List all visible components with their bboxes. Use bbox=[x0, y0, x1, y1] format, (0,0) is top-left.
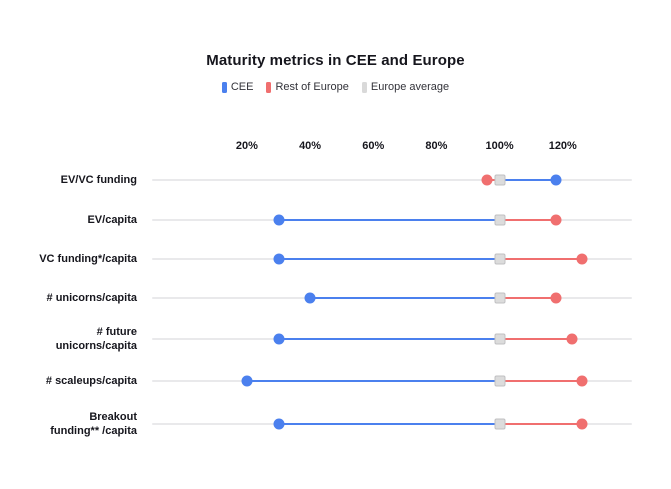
legend-swatch-icon bbox=[266, 81, 272, 93]
category-label: # unicorns/capita bbox=[46, 292, 137, 304]
cee-segment bbox=[310, 297, 500, 299]
x-axis-tick-label: 100% bbox=[485, 140, 514, 152]
x-axis-tick-label: 60% bbox=[362, 140, 385, 152]
rest-of-europe-dot bbox=[576, 375, 588, 387]
rest-of-europe-dot bbox=[566, 333, 578, 345]
europe-average-marker bbox=[494, 292, 506, 304]
cee-dot bbox=[550, 174, 562, 186]
rest-of-europe-segment bbox=[499, 297, 557, 299]
x-axis-tick-label: 20% bbox=[235, 140, 258, 152]
chart-title: Maturity metrics in CEE and Europe bbox=[206, 52, 465, 69]
cee-dot bbox=[273, 253, 284, 265]
x-axis-tick-label: 40% bbox=[299, 140, 322, 152]
legend-label: Europe average bbox=[370, 81, 450, 93]
cee-dot bbox=[304, 292, 316, 304]
legend-swatch-icon bbox=[361, 81, 367, 93]
rest-of-europe-segment bbox=[499, 338, 573, 340]
rest-of-europe-dot bbox=[576, 418, 588, 430]
category-label: # future unicorns/capita bbox=[55, 326, 137, 352]
category-label: EV/capita bbox=[87, 214, 137, 226]
row-track bbox=[152, 179, 632, 181]
legend-label: CEE bbox=[230, 81, 254, 93]
rest-of-europe-segment bbox=[499, 423, 582, 425]
x-axis-tick-label: 80% bbox=[425, 140, 448, 152]
rest-of-europe-segment bbox=[499, 380, 582, 382]
cee-segment bbox=[499, 179, 557, 181]
cee-segment bbox=[278, 338, 500, 340]
category-label: Breakout funding** /capita bbox=[50, 411, 137, 437]
legend-item-cee: CEE bbox=[221, 81, 254, 93]
legend-label: Rest of Europe bbox=[275, 81, 349, 93]
europe-average-marker bbox=[494, 214, 506, 226]
rest-of-europe-segment bbox=[486, 179, 500, 181]
cee-dot bbox=[273, 214, 284, 226]
cee-dot bbox=[273, 418, 284, 430]
cee-segment bbox=[246, 380, 500, 382]
x-axis-tick-label: 120% bbox=[548, 140, 577, 152]
cee-dot bbox=[241, 375, 253, 387]
europe-average-marker bbox=[494, 174, 506, 186]
cee-segment bbox=[278, 258, 500, 260]
legend-item-rest-of-europe: Rest of Europe bbox=[266, 81, 349, 93]
legend-item-europe-average: Europe average bbox=[361, 81, 450, 93]
category-label: EV/VC funding bbox=[60, 174, 137, 186]
cee-segment bbox=[278, 219, 500, 221]
legend-swatch-icon bbox=[221, 81, 227, 93]
europe-average-marker bbox=[494, 333, 506, 345]
europe-average-marker bbox=[494, 418, 506, 430]
rest-of-europe-dot bbox=[576, 253, 588, 265]
legend: CEE Rest of Europe Europe average bbox=[0, 81, 671, 93]
rest-of-europe-dot bbox=[550, 214, 562, 226]
cee-dot bbox=[273, 333, 284, 345]
rest-of-europe-dot bbox=[481, 174, 493, 186]
europe-average-marker bbox=[494, 253, 506, 265]
rest-of-europe-segment bbox=[499, 219, 557, 221]
rest-of-europe-dot bbox=[550, 292, 562, 304]
category-label: VC funding*/capita bbox=[39, 253, 137, 265]
cee-segment bbox=[278, 423, 500, 425]
category-label: # scaleups/capita bbox=[45, 375, 137, 387]
rest-of-europe-segment bbox=[499, 258, 582, 260]
europe-average-marker bbox=[494, 375, 506, 387]
